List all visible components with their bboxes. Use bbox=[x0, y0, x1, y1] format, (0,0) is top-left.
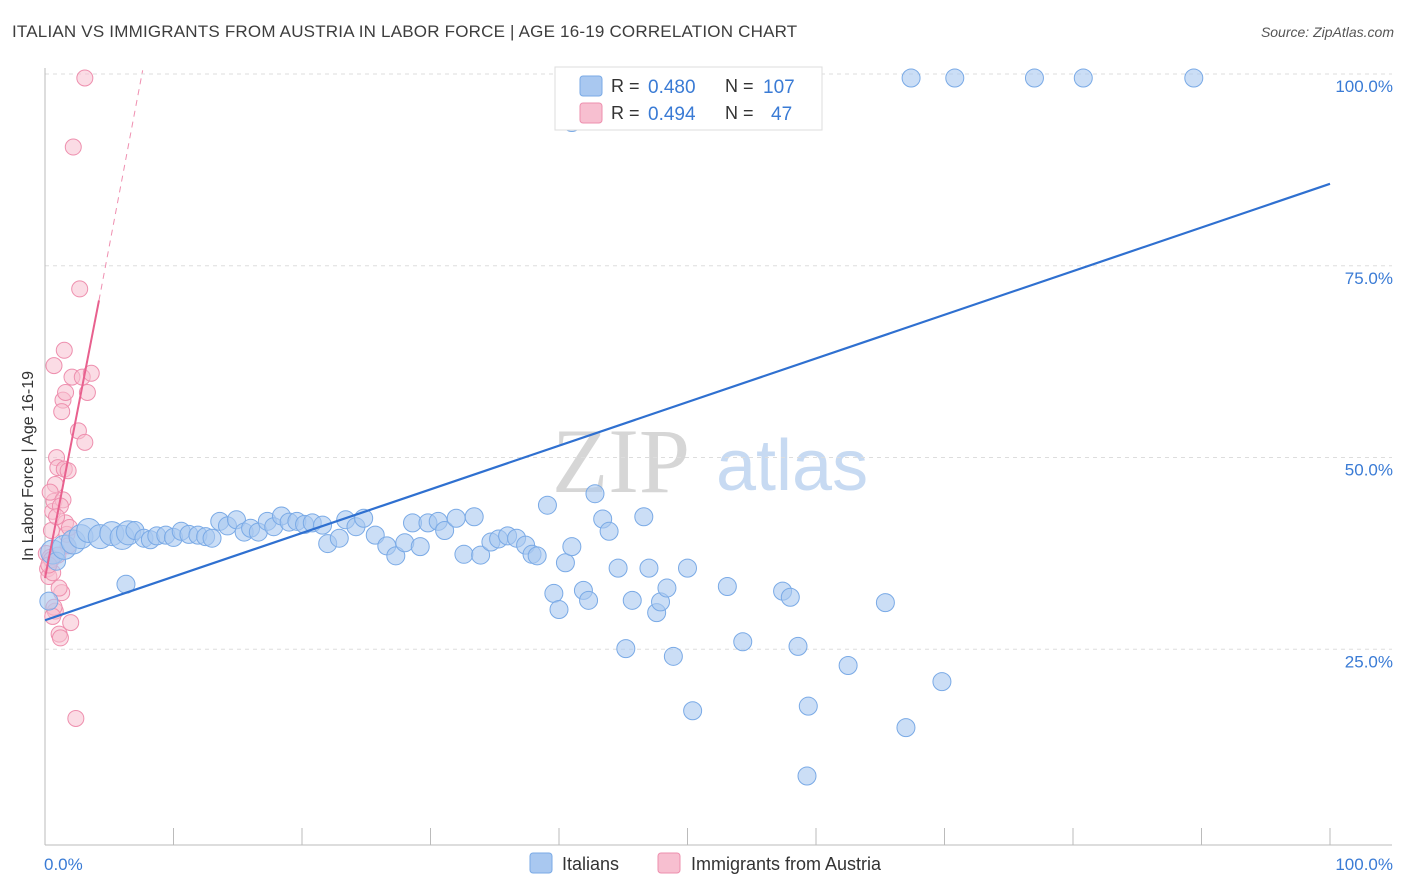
y-tick-label: 100.0% bbox=[1335, 77, 1393, 96]
italians-point bbox=[1024, 68, 1044, 88]
italians-point bbox=[464, 507, 484, 527]
italians-point bbox=[435, 521, 455, 541]
italians-point bbox=[1073, 68, 1093, 88]
austria-point bbox=[64, 138, 82, 156]
italians-point bbox=[797, 766, 817, 786]
series-immigrants-from-austria bbox=[37, 69, 100, 727]
italians-point bbox=[329, 528, 349, 548]
italians-trend-line bbox=[44, 182, 1331, 622]
italians-point bbox=[896, 718, 916, 738]
watermark: ZIP atlas bbox=[552, 410, 868, 512]
italians-point bbox=[544, 583, 564, 603]
austria-point bbox=[76, 433, 94, 451]
italians-point bbox=[585, 484, 605, 504]
italians-point bbox=[1184, 68, 1204, 88]
legend-r-label-2: R = bbox=[611, 103, 640, 123]
trend-lines bbox=[44, 70, 1331, 622]
italians-point bbox=[733, 632, 753, 652]
chart-title: ITALIAN VS IMMIGRANTS FROM AUSTRIA IN LA… bbox=[12, 22, 798, 41]
austria-point bbox=[82, 364, 100, 382]
austria-point bbox=[59, 462, 77, 480]
austria-point bbox=[57, 383, 75, 401]
italians-point bbox=[471, 545, 491, 565]
axes bbox=[44, 68, 1392, 846]
italians-point bbox=[788, 636, 808, 656]
y-tick-label: 75.0% bbox=[1345, 269, 1393, 288]
bottom-legend-swatch-austria bbox=[657, 852, 681, 874]
italians-point bbox=[562, 537, 582, 557]
italians-point bbox=[555, 553, 575, 573]
watermark-atlas: atlas bbox=[716, 426, 868, 506]
italians-point bbox=[945, 68, 965, 88]
italians-point bbox=[683, 701, 703, 721]
gridlines bbox=[45, 73, 1392, 650]
italians-point bbox=[932, 672, 952, 692]
y-tick-label: 50.0% bbox=[1345, 461, 1393, 480]
austria-point bbox=[76, 69, 94, 87]
austria-point bbox=[55, 341, 73, 359]
italians-point bbox=[780, 587, 800, 607]
austria-point bbox=[51, 629, 69, 647]
italians-point bbox=[202, 528, 222, 548]
austria-trend-line bbox=[44, 300, 100, 579]
italians-point bbox=[579, 590, 599, 610]
italians-point bbox=[410, 537, 430, 557]
italians-point bbox=[901, 68, 921, 88]
italians-point bbox=[537, 495, 557, 515]
austria-point bbox=[45, 357, 63, 375]
austria-point bbox=[71, 280, 89, 298]
austria-point bbox=[78, 383, 96, 401]
x-tick-label: 0.0% bbox=[44, 855, 83, 874]
italians-point bbox=[717, 577, 737, 597]
italians-point bbox=[663, 646, 683, 666]
bottom-legend-italians: Italians bbox=[562, 854, 619, 874]
legend-swatch-italians bbox=[579, 75, 603, 97]
x-tick-label: 100.0% bbox=[1335, 855, 1393, 874]
italians-point bbox=[634, 507, 654, 527]
legend-swatch-austria bbox=[579, 102, 603, 124]
italians-point bbox=[657, 578, 677, 598]
italians-point bbox=[386, 546, 406, 566]
legend-r-label-1: R = bbox=[611, 76, 640, 96]
austria-point bbox=[50, 579, 68, 597]
watermark-zip: ZIP bbox=[552, 410, 690, 512]
italians-point bbox=[875, 593, 895, 613]
italians-point bbox=[616, 639, 636, 659]
y-axis-title: In Labor Force | Age 16-19 bbox=[20, 371, 37, 561]
italians-point bbox=[798, 696, 818, 716]
austria-point bbox=[67, 709, 85, 727]
italians-point bbox=[639, 558, 659, 578]
italians-point bbox=[622, 590, 642, 610]
tick-labels: 25.0% 50.0% 75.0% 100.0% 0.0% 100.0% bbox=[44, 77, 1393, 874]
italians-point bbox=[608, 558, 628, 578]
italians-point bbox=[549, 600, 569, 620]
italians-point bbox=[39, 591, 59, 611]
legend-n-label-2: N = bbox=[725, 103, 754, 123]
italians-point bbox=[454, 544, 474, 564]
series-legend: Italians Immigrants from Austria bbox=[529, 852, 882, 874]
source-credit: Source: ZipAtlas.com bbox=[1260, 24, 1394, 40]
italians-point bbox=[678, 558, 697, 578]
y-tick-label: 25.0% bbox=[1345, 652, 1393, 671]
legend-r-value-1: 0.480 bbox=[648, 77, 696, 98]
legend-r-value-2: 0.494 bbox=[648, 104, 696, 125]
bottom-legend-swatch-italians bbox=[529, 852, 553, 874]
italians-point bbox=[527, 546, 547, 566]
legend-n-label-1: N = bbox=[725, 76, 754, 96]
austria-point bbox=[62, 614, 80, 632]
italians-point bbox=[599, 521, 619, 541]
italians-point bbox=[838, 656, 858, 676]
legend-n-value-2: 47 bbox=[771, 104, 792, 125]
stats-legend: R = 0.480 N = 107 R = 0.494 N = 47 bbox=[554, 66, 823, 131]
austria-point bbox=[41, 483, 59, 501]
austria-point bbox=[53, 403, 71, 421]
italians-point bbox=[446, 508, 466, 528]
bottom-legend-austria: Immigrants from Austria bbox=[691, 854, 882, 874]
legend-n-value-1: 107 bbox=[763, 77, 795, 98]
